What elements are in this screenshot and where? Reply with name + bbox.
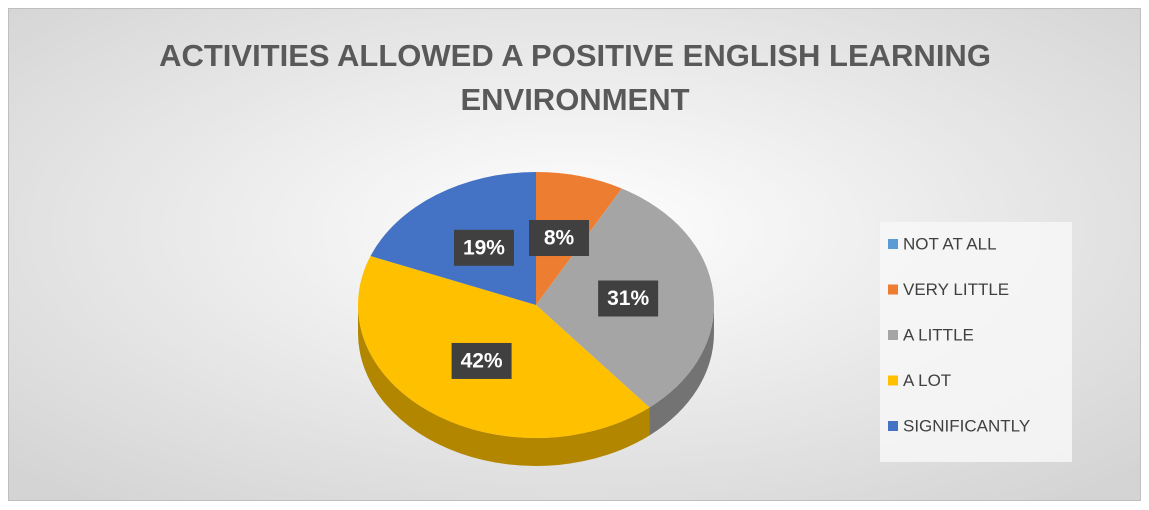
legend-box (880, 222, 1072, 462)
data-label: 31% (607, 287, 649, 310)
pie-side (358, 305, 650, 467)
data-label: 19% (463, 236, 505, 259)
data-label: 42% (461, 349, 503, 372)
legend-swatch (888, 421, 898, 431)
data-label-box (451, 342, 512, 379)
legend-label: A LITTLE (903, 325, 974, 344)
legend-swatch (888, 239, 898, 249)
data-label-box (598, 280, 659, 317)
data-label-box (453, 229, 514, 266)
data-label-box (529, 220, 590, 257)
legend-label: SIGNIFICANTLY (903, 416, 1030, 435)
data-label: 8% (544, 227, 575, 250)
legend-label: A LOT (903, 371, 951, 390)
pie-side (649, 305, 714, 436)
legend-label: VERY LITTLE (903, 280, 1009, 299)
legend-swatch (888, 375, 898, 386)
pie-slice (370, 172, 536, 305)
legend-label: NOT AT ALL (903, 234, 997, 253)
legend-swatch (888, 330, 898, 340)
legend-swatch (888, 284, 898, 295)
chart-title: ACTIVITIES ALLOWED A POSITIVE ENGLISH LE… (159, 38, 991, 117)
